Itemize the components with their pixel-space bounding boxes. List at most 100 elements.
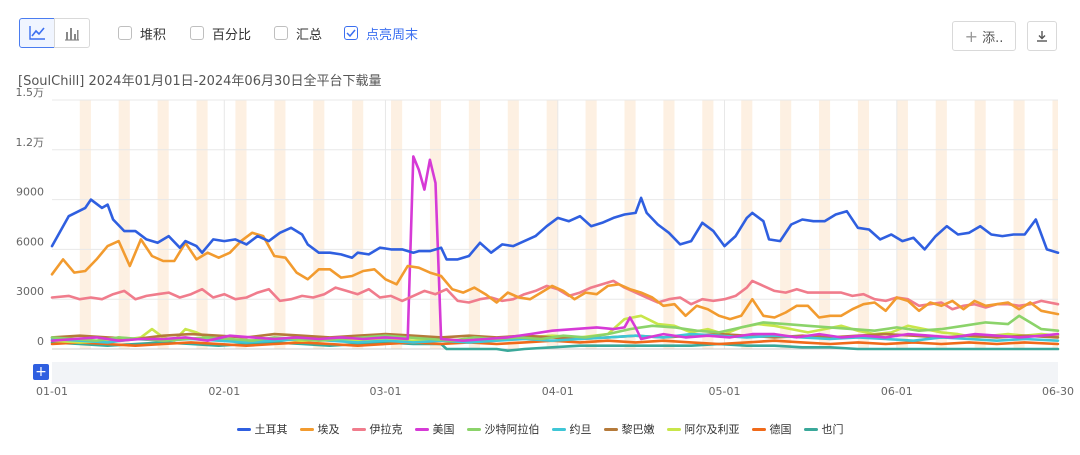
series-line[interactable]: [50, 231, 1060, 321]
summary-label: 汇总: [296, 27, 323, 43]
x-tick-label: 01-01: [36, 385, 68, 398]
expand-plus-button[interactable]: +: [33, 364, 49, 380]
y-tick-label: 1.2万: [16, 136, 45, 149]
weekend-band: [741, 100, 753, 349]
summary-checkbox[interactable]: 汇总: [274, 24, 323, 43]
legend-label: 也门: [821, 423, 844, 436]
x-tick-label: 06-01: [881, 385, 913, 398]
legend-swatch: [803, 427, 818, 431]
bar-view-button[interactable]: [54, 18, 90, 48]
x-tick-label: 04-01: [542, 385, 574, 398]
legend-swatch: [236, 427, 251, 431]
line-view-button[interactable]: [19, 18, 55, 48]
x-tick-label: 06-30: [1042, 385, 1074, 398]
legend-label: 黎巴嫩: [621, 423, 655, 436]
weekend-band: [313, 100, 325, 349]
weekend-band: [663, 100, 675, 349]
toolbar: 堆积 百分比 汇总 点亮周末 + 添..: [0, 0, 1080, 64]
highlight-weekend-checkbox[interactable]: 点亮周末: [344, 24, 419, 43]
check-icon: [346, 29, 356, 37]
y-tick-label: 1.5万: [16, 88, 45, 99]
legend-item[interactable]: 约旦: [551, 421, 592, 437]
legend-swatch: [751, 427, 766, 431]
chart-subtitle: [SoulChill] 2024年01月01日-2024年06月30日全平台下载…: [18, 74, 382, 89]
weekend-band: [546, 100, 558, 349]
weekend-band: [702, 100, 714, 349]
legend-item[interactable]: 美国: [414, 421, 455, 437]
stack-label: 堆积: [140, 27, 167, 43]
legend-item[interactable]: 德国: [751, 421, 792, 437]
series-line[interactable]: [50, 155, 1060, 342]
legend-label: 约旦: [569, 423, 592, 436]
weekend-band: [118, 100, 130, 349]
legend-item[interactable]: 阿尔及利亚: [666, 421, 740, 437]
legend-swatch: [414, 427, 429, 431]
legend-swatch: [603, 427, 618, 431]
percent-label: 百分比: [212, 27, 252, 43]
y-tick-label: 6000: [16, 235, 44, 248]
y-tick-label: 3000: [16, 285, 44, 298]
legend-label: 沙特阿拉伯: [484, 423, 540, 436]
legend-label: 埃及: [317, 423, 340, 436]
add-button[interactable]: + 添..: [952, 21, 1016, 51]
x-tick-label: 02-01: [208, 385, 240, 398]
legend-swatch: [551, 427, 566, 431]
x-tick-label: 03-01: [369, 385, 401, 398]
checkbox-box[interactable]: [274, 26, 288, 40]
legend-item[interactable]: 也门: [803, 421, 844, 437]
download-icon: [1037, 31, 1047, 42]
weekend-band: [935, 100, 947, 349]
weekend-band: [624, 100, 636, 349]
legend-swatch: [466, 427, 481, 431]
weekend-band: [1052, 100, 1058, 349]
series-line[interactable]: [50, 196, 1060, 261]
weekend-band: [1013, 100, 1025, 349]
weekend-band: [274, 100, 286, 349]
legend-item[interactable]: 伊拉克: [351, 421, 403, 437]
weekend-band: [974, 100, 986, 349]
legend-label: 阿尔及利亚: [684, 423, 740, 436]
plus-icon: +: [964, 26, 979, 46]
weekend-band: [157, 100, 169, 349]
add-label: 添..: [982, 30, 1004, 46]
chart-legend: 土耳其 埃及 伊拉克 美国 沙特阿拉伯 约旦 黎巴嫩 阿尔及利亚 德国 也门: [0, 420, 1080, 438]
legend-label: 伊拉克: [369, 423, 403, 436]
weekend-band: [196, 100, 208, 349]
weekend-band: [780, 100, 792, 349]
weekend-band: [819, 100, 831, 349]
legend-swatch: [666, 427, 681, 431]
highlight-weekend-label: 点亮周末: [366, 27, 419, 43]
weekend-band: [857, 100, 870, 349]
legend-label: 土耳其: [254, 423, 288, 436]
download-button[interactable]: [1027, 21, 1057, 51]
percent-checkbox[interactable]: 百分比: [190, 24, 252, 43]
legend-item[interactable]: 黎巴嫩: [603, 421, 655, 437]
checkbox-box[interactable]: [118, 26, 132, 40]
legend-label: 美国: [432, 423, 455, 436]
weekend-band: [896, 100, 908, 349]
line-chart[interactable]: 0 3000 6000 9000 1.2万 1.5万 01-01 02-01 03-01 04-0…: [0, 88, 1080, 408]
series-line[interactable]: [50, 314, 1060, 342]
legend-label: 德国: [769, 423, 792, 436]
checkbox-box[interactable]: [190, 26, 204, 40]
legend-item[interactable]: 埃及: [299, 421, 340, 437]
line-chart-icon: [29, 26, 45, 40]
weekend-band: [468, 100, 480, 349]
legend-swatch: [299, 427, 314, 431]
weekend-band: [391, 100, 403, 349]
checkbox-box[interactable]: [344, 26, 358, 40]
bar-chart-icon: [65, 28, 79, 41]
series-line[interactable]: [50, 332, 1060, 344]
y-tick-label: 9000: [16, 186, 44, 199]
weekend-band: [507, 100, 519, 349]
legend-item[interactable]: 沙特阿拉伯: [466, 421, 540, 437]
weekend-band: [235, 100, 247, 349]
weekend-band: [79, 100, 91, 349]
series-line[interactable]: [50, 314, 1060, 344]
range-slider[interactable]: [52, 362, 1058, 384]
weekend-band: [352, 100, 364, 349]
weekend-band: [429, 100, 442, 349]
y-tick-label: 0: [37, 335, 44, 348]
legend-item[interactable]: 土耳其: [236, 421, 288, 437]
stack-checkbox[interactable]: 堆积: [118, 24, 167, 43]
